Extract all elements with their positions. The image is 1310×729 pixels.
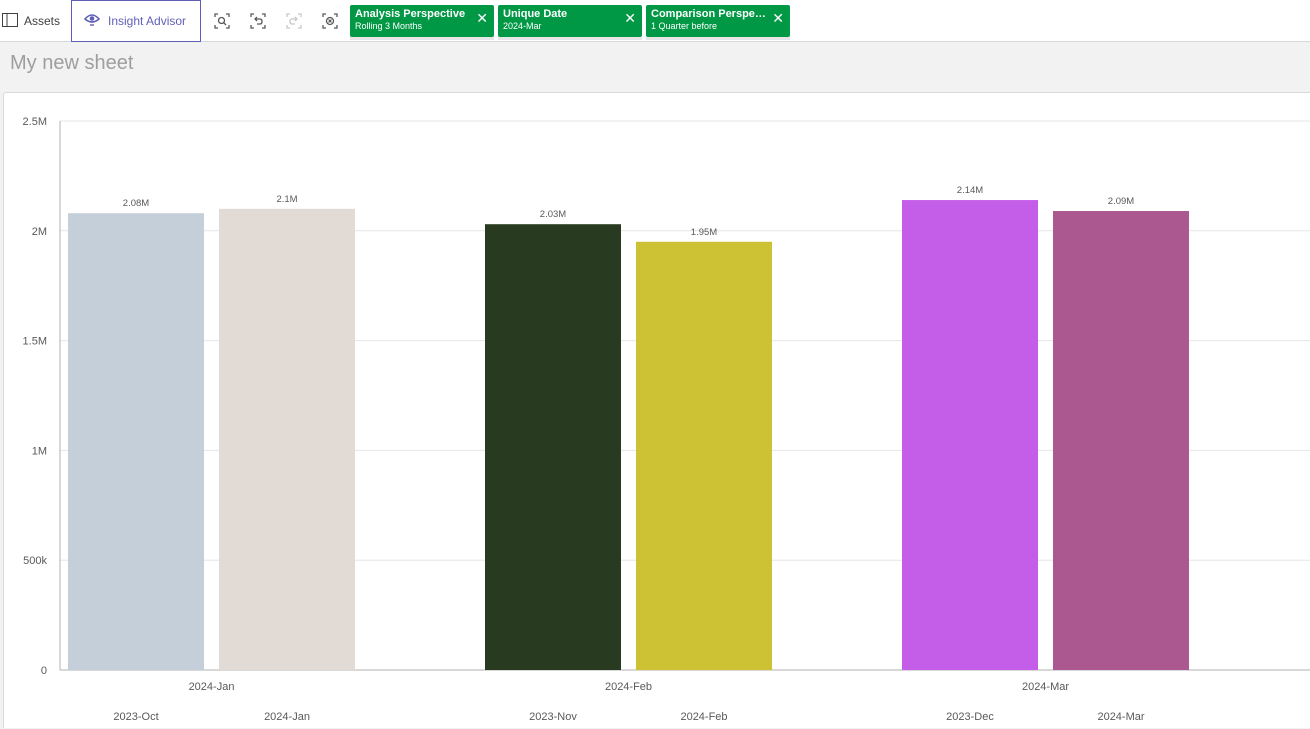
chart-panel[interactable]: 0 500k 1M 1.5M 2M 2.5M 2.08M 2023-Oct 2.1M 2024-J… (3, 92, 1310, 728)
step-forward-icon[interactable] (285, 12, 303, 30)
data-label: 2.08M (123, 198, 149, 209)
y-tick-label: 2M (32, 226, 47, 238)
x-group-label: 2024-Jan (189, 681, 235, 693)
bar[interactable] (636, 241, 772, 670)
x-sub-category-label: 2023-Nov (529, 711, 577, 723)
data-label: 2.1M (276, 194, 297, 205)
selection-chip-value: 2024-Mar (503, 21, 542, 31)
selection-state-bar (350, 37, 494, 40)
bar[interactable] (902, 200, 1038, 670)
bar-chart[interactable]: 0 500k 1M 1.5M 2M 2.5M 2.08M 2023-Oct 2.1M 2024-J… (4, 93, 1310, 729)
selection-chip-analysis-perspective[interactable]: Analysis Perspective Rolling 3 Months ✕ (350, 5, 494, 40)
selection-chip-value: Rolling 3 Months (355, 21, 423, 31)
clear-selections-icon[interactable] (321, 12, 339, 30)
y-tick-label: 500k (23, 555, 47, 567)
x-sub-category-label: 2024-Jan (264, 711, 310, 723)
close-icon[interactable]: ✕ (772, 10, 784, 26)
y-tick-label: 0 (41, 665, 47, 677)
bar[interactable] (68, 213, 204, 670)
x-sub-category-label: 2024-Mar (1097, 711, 1144, 723)
x-sub-category-label: 2024-Feb (680, 711, 727, 723)
x-sub-category-label: 2023-Dec (946, 711, 994, 723)
insight-advisor-button[interactable]: Insight Advisor (71, 0, 201, 42)
insight-advisor-label: Insight Advisor (108, 14, 187, 28)
data-label: 2.03M (540, 209, 566, 220)
y-tick-label: 2.5M (23, 116, 47, 128)
data-label: 2.09M (1108, 196, 1134, 207)
bar[interactable] (219, 208, 355, 670)
bar[interactable] (485, 224, 621, 670)
sheet-title: My new sheet (10, 52, 134, 74)
close-icon[interactable]: ✕ (624, 10, 636, 26)
selection-chip-value: 1 Quarter before (651, 21, 718, 31)
insight-eye-icon (83, 12, 101, 31)
x-group-label: 2024-Feb (605, 681, 652, 693)
x-group-label: 2024-Mar (1022, 681, 1069, 693)
assets-label: Assets (24, 14, 61, 28)
toolbar: Assets Insight Advisor Analysis Perspect… (0, 0, 1310, 42)
y-tick-label: 1.5M (23, 336, 47, 348)
x-sub-category-label: 2023-Oct (113, 711, 158, 723)
close-icon[interactable]: ✕ (476, 10, 488, 26)
step-back-icon[interactable] (249, 12, 267, 30)
selection-chip-title: Comparison Perspec... (651, 8, 769, 20)
smart-search-icon[interactable] (213, 12, 231, 30)
selection-chip-comparison-perspective[interactable]: Comparison Perspec... 1 Quarter before ✕ (646, 5, 790, 40)
y-tick-label: 1M (32, 445, 47, 457)
panel-icon (2, 12, 18, 30)
bar[interactable] (1053, 211, 1189, 670)
selection-state-bar (498, 37, 642, 40)
data-label: 1.95M (691, 227, 717, 238)
assets-button[interactable]: Assets (0, 0, 70, 42)
selection-chip-title: Analysis Perspective (355, 8, 466, 20)
selection-state-bar (646, 37, 790, 40)
data-label: 2.14M (957, 185, 983, 196)
selection-chip-unique-date[interactable]: Unique Date 2024-Mar ✕ (498, 5, 642, 40)
selection-chip-title: Unique Date (503, 8, 568, 20)
